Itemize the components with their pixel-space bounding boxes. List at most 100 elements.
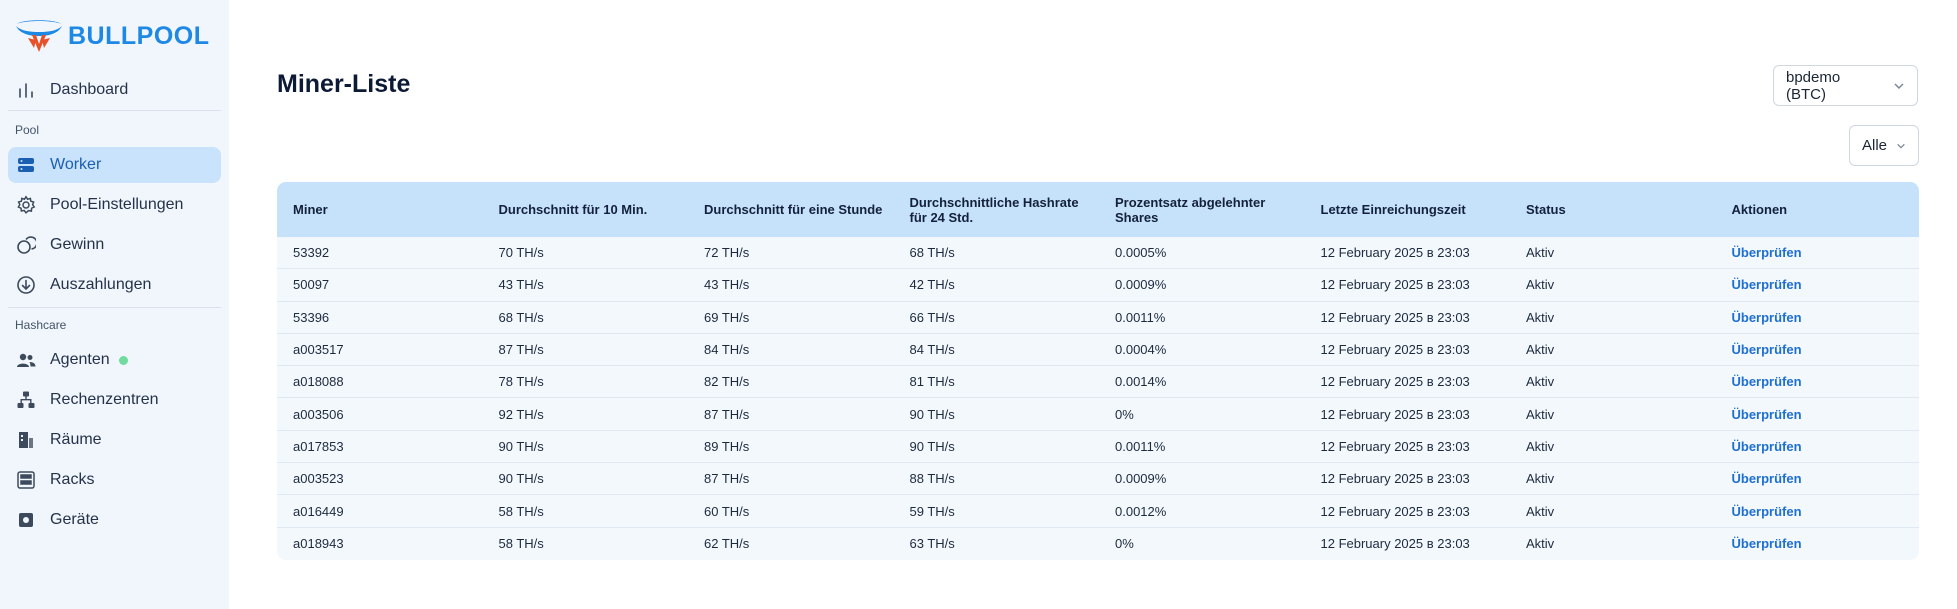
cell-avg-10min: 90 TH/s	[498, 438, 544, 454]
cell-last-submission: 12 February 2025 в 23:03	[1320, 374, 1470, 390]
cell-last-submission: 12 February 2025 в 23:03	[1320, 342, 1470, 358]
chevron-down-icon	[1894, 82, 1904, 89]
cell-last-submission: 12 February 2025 в 23:03	[1320, 536, 1470, 552]
sidebar-item-geraete[interactable]: Geräte	[8, 502, 221, 538]
cell-avg-24h: 84 TH/s	[909, 342, 955, 358]
sidebar-item-racks[interactable]: Racks	[8, 462, 221, 498]
table-row: a018943 58 TH/s 62 TH/s 63 TH/s 0% 12 Fe…	[277, 528, 1919, 560]
cell-rejected-shares: 0.0009%	[1115, 277, 1167, 293]
column-header-status[interactable]: Status	[1526, 202, 1566, 217]
cell-avg-1h: 87 TH/s	[704, 471, 750, 487]
review-link[interactable]: Überprüfen	[1731, 503, 1802, 519]
brand-logo[interactable]: BULLPOOL	[14, 18, 210, 54]
sidebar-item-label: Dashboard	[50, 81, 129, 98]
cell-rejected-shares: 0.0012%	[1115, 503, 1167, 519]
column-header-avg-24h[interactable]: Durchschnittliche Hashrate für 24 Std.	[909, 194, 1079, 225]
cell-miner: a016449	[293, 503, 344, 519]
sidebar-item-label: Agenten	[50, 351, 110, 368]
cell-rejected-shares: 0.0011%	[1115, 438, 1166, 454]
cell-avg-10min: 70 TH/s	[498, 245, 544, 261]
cell-avg-10min: 58 TH/s	[498, 536, 544, 552]
sidebar-item-dashboard[interactable]: Dashboard	[8, 72, 221, 108]
cell-miner: a017853	[293, 438, 344, 454]
cell-avg-1h: 82 TH/s	[704, 374, 750, 390]
cell-status: Aktiv	[1526, 245, 1555, 261]
sidebar-item-agenten[interactable]: Agenten	[8, 342, 221, 378]
server-icon	[16, 155, 36, 175]
column-header-avg-1h[interactable]: Durchschnitt für eine Stunde	[704, 202, 883, 217]
cell-avg-24h: 68 TH/s	[909, 245, 955, 261]
cell-miner: a003523	[293, 471, 344, 487]
sidebar-item-label: Rechenzentren	[50, 391, 159, 408]
cell-rejected-shares: 0.0005%	[1115, 245, 1167, 261]
bar-chart-icon	[16, 80, 36, 100]
download-circle-icon	[16, 275, 36, 295]
section-label-pool: Pool	[15, 123, 40, 137]
review-link[interactable]: Überprüfen	[1731, 342, 1802, 358]
sidebar-item-rechenzentren[interactable]: Rechenzentren	[8, 382, 221, 418]
sidebar-item-pool-einstellungen[interactable]: Pool-Einstellungen	[8, 187, 221, 223]
cell-avg-1h: 69 TH/s	[704, 309, 750, 325]
sidebar-item-label: Pool-Einstellungen	[50, 196, 184, 213]
cell-miner: a018088	[293, 374, 344, 390]
cell-status: Aktiv	[1526, 342, 1555, 358]
cell-miner: 53392	[293, 245, 330, 261]
review-link[interactable]: Überprüfen	[1731, 438, 1802, 454]
cell-status: Aktiv	[1526, 471, 1555, 487]
coins-icon	[16, 235, 36, 255]
sidebar-divider	[8, 307, 221, 308]
sidebar-item-gewinn[interactable]: Gewinn	[8, 227, 221, 263]
cell-avg-10min: 90 TH/s	[498, 471, 544, 487]
gear-icon	[16, 195, 36, 215]
cell-status: Aktiv	[1526, 536, 1555, 552]
review-link[interactable]: Überprüfen	[1731, 277, 1802, 293]
cell-last-submission: 12 February 2025 в 23:03	[1320, 245, 1470, 261]
sidebar-item-label: Geräte	[50, 511, 99, 528]
sidebar-item-auszahlungen[interactable]: Auszahlungen	[8, 267, 221, 303]
cell-last-submission: 12 February 2025 в 23:03	[1320, 471, 1470, 487]
review-link[interactable]: Überprüfen	[1731, 536, 1802, 552]
cell-miner: a003517	[293, 342, 344, 358]
room-icon	[16, 430, 36, 450]
review-link[interactable]: Überprüfen	[1731, 374, 1802, 390]
status-filter-select[interactable]: Alle	[1849, 125, 1919, 166]
sidebar-item-label: Gewinn	[50, 236, 105, 253]
miner-table: Miner Durchschnitt für 10 Min. Durchschn…	[277, 182, 1919, 560]
bull-logo-icon	[16, 20, 62, 52]
sidebar-item-label: Auszahlungen	[50, 276, 152, 293]
cell-last-submission: 12 February 2025 в 23:03	[1320, 406, 1470, 422]
cell-status: Aktiv	[1526, 438, 1555, 454]
cell-last-submission: 12 February 2025 в 23:03	[1320, 309, 1470, 325]
online-status-dot	[118, 355, 128, 365]
cell-avg-1h: 87 TH/s	[704, 406, 750, 422]
sidebar-item-label: Räume	[50, 431, 102, 448]
sidebar-item-raeume[interactable]: Räume	[8, 422, 221, 458]
cell-avg-24h: 63 TH/s	[909, 536, 955, 552]
cell-avg-10min: 43 TH/s	[498, 277, 544, 293]
cell-avg-24h: 90 TH/s	[909, 438, 955, 454]
column-header-avg-10min[interactable]: Durchschnitt für 10 Min.	[498, 202, 648, 217]
table-row: 50097 43 TH/s 43 TH/s 42 TH/s 0.0009% 12…	[277, 269, 1919, 302]
sidebar-item-label: Racks	[50, 471, 95, 488]
cell-status: Aktiv	[1526, 277, 1555, 293]
cell-rejected-shares: 0.0009%	[1115, 471, 1167, 487]
column-header-rejected-shares[interactable]: Prozentsatz abgelehnter Shares	[1115, 194, 1266, 225]
column-header-last-submission[interactable]: Letzte Einreichungszeit	[1320, 202, 1466, 217]
rack-icon	[16, 470, 36, 490]
chip-icon	[16, 510, 36, 530]
cell-rejected-shares: 0.0014%	[1115, 374, 1167, 390]
pool-select[interactable]: bpdemo (BTC)	[1773, 65, 1918, 106]
review-link[interactable]: Überprüfen	[1731, 406, 1802, 422]
cell-avg-10min: 68 TH/s	[498, 309, 544, 325]
review-link[interactable]: Überprüfen	[1731, 245, 1802, 261]
cell-miner: a018943	[293, 536, 344, 552]
cell-status: Aktiv	[1526, 406, 1555, 422]
column-header-miner[interactable]: Miner	[293, 202, 328, 217]
cell-avg-1h: 43 TH/s	[704, 277, 750, 293]
pool-select-value: bpdemo (BTC)	[1786, 68, 1841, 103]
sidebar-item-worker[interactable]: Worker	[8, 147, 221, 183]
review-link[interactable]: Überprüfen	[1731, 471, 1802, 487]
cell-miner: a003506	[293, 406, 344, 422]
cell-avg-24h: 66 TH/s	[909, 309, 955, 325]
review-link[interactable]: Überprüfen	[1731, 309, 1802, 325]
